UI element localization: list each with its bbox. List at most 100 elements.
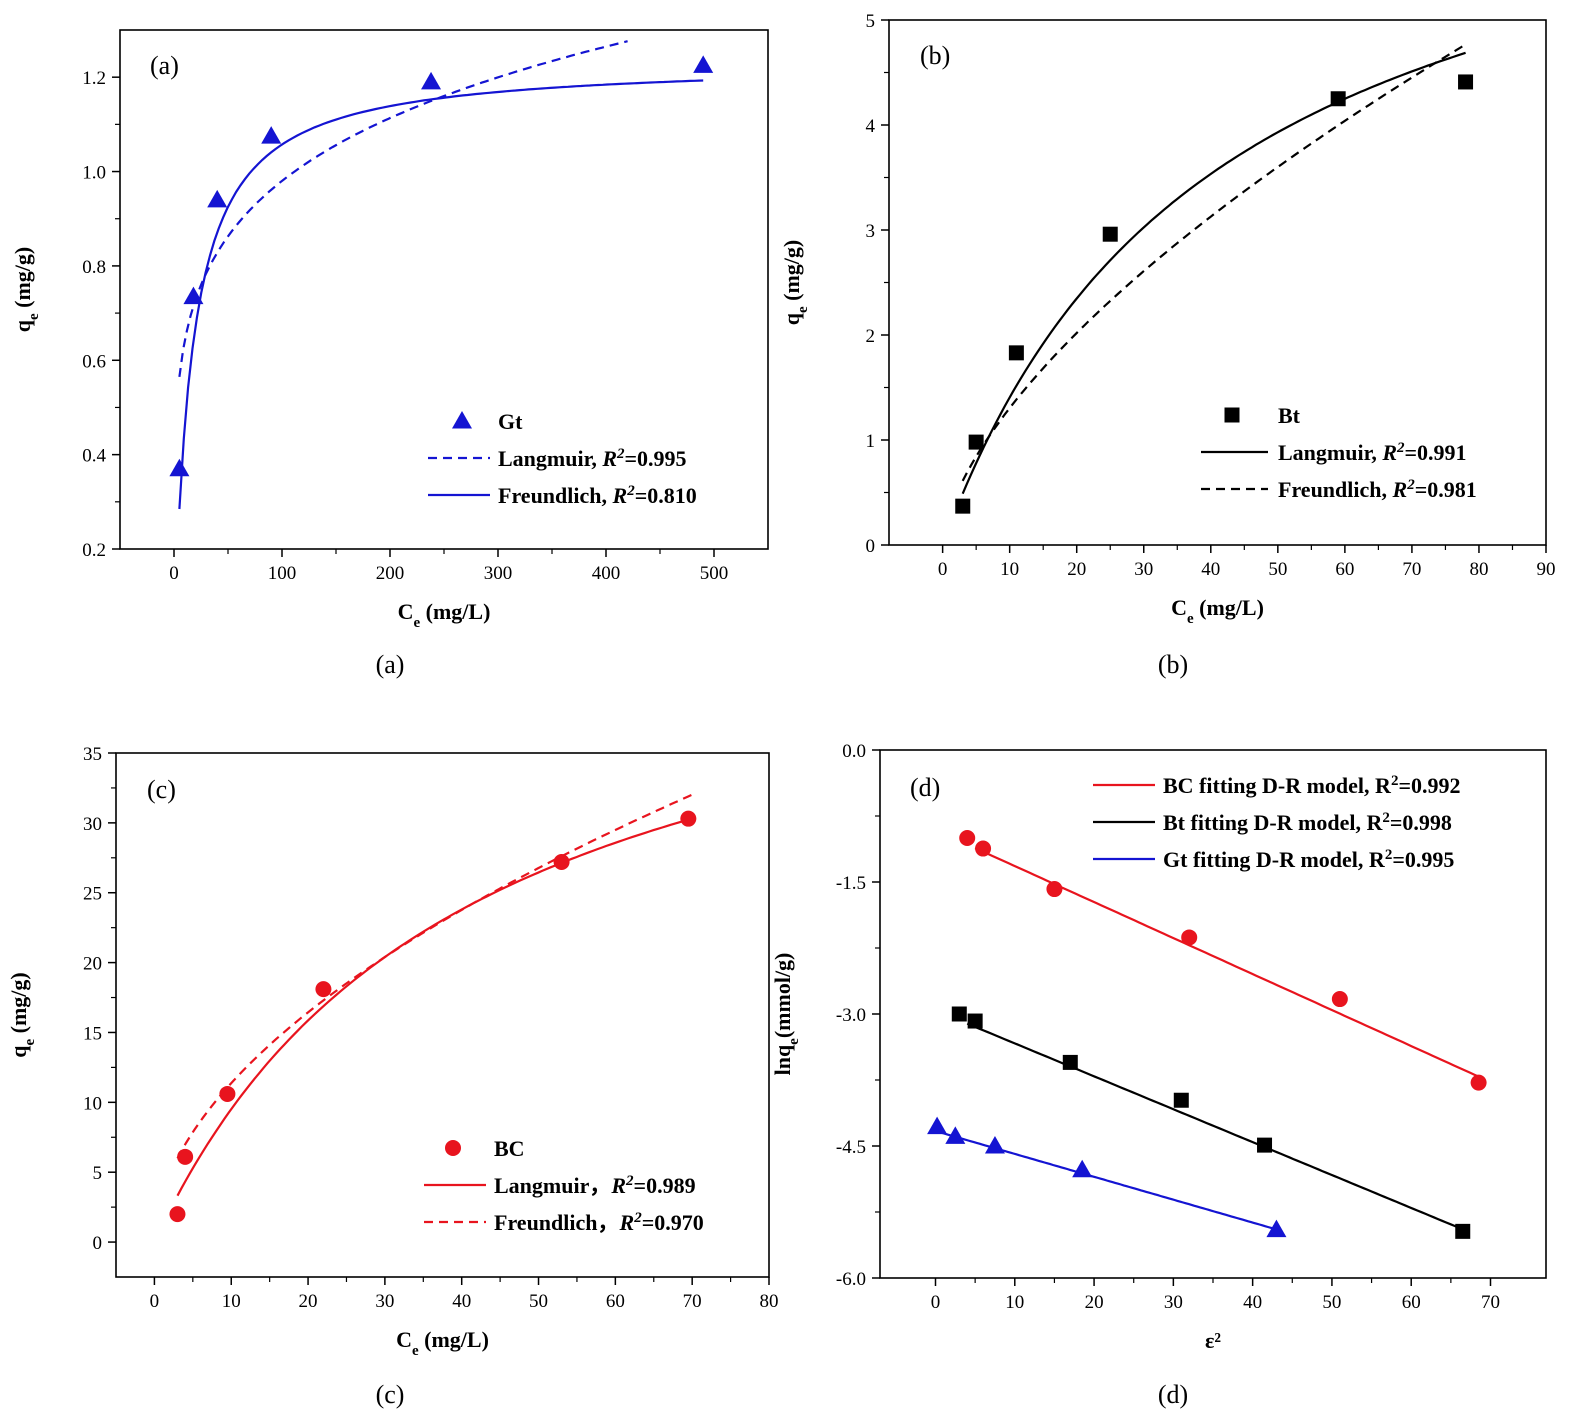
panel-caption: (a) <box>376 650 405 679</box>
axis-label-part: lnq <box>770 1044 795 1075</box>
x-tick-label: 0 <box>150 1291 160 1312</box>
legend-r-symbol: R <box>1381 440 1397 465</box>
legend-r-symbol: R <box>612 483 628 508</box>
chart-panel-a: 0 100 200 300 400 500 0.2 0.4 0.6 0.8 1.0 1.2 Ce (mg… <box>10 29 769 679</box>
chart-panel-c: 0 10 20 30 40 50 60 70 80 0 5 10 15 20 25 30 35 Ce (mg/L)… <box>6 744 779 1409</box>
legend-r-value: =0.970 <box>642 1210 704 1235</box>
legend-r-value: =0.810 <box>635 483 697 508</box>
plot-frame <box>888 19 1547 546</box>
x-tick-label: 40 <box>1201 559 1220 580</box>
fit-line-gt-fitting-d-r-model <box>936 1130 1277 1231</box>
data-point-gt <box>169 458 190 477</box>
legend-label: Bt <box>1278 403 1301 428</box>
legend-r-symbol: R <box>1392 477 1408 502</box>
x-axis-label: Ce (mg/L) <box>396 1327 489 1359</box>
data-point-bt <box>1330 91 1346 107</box>
x-tick-label: 20 <box>1085 1292 1104 1313</box>
legend-series-name: Langmuir, <box>498 446 602 471</box>
legend-label: Freundlich, R2=0.981 <box>1278 477 1477 502</box>
x-tick-label: 60 <box>606 1291 625 1312</box>
x-axis-label: Ce (mg/L) <box>1171 595 1264 627</box>
data-point-gt <box>945 1126 966 1144</box>
data-point-bc <box>177 1148 194 1165</box>
data-point-bc <box>975 840 992 857</box>
x-tick-label: 60 <box>1402 1292 1421 1313</box>
data-point-gt <box>1072 1159 1093 1178</box>
legend-label: BC <box>494 1136 525 1161</box>
y-tick-label: 10 <box>83 1093 102 1114</box>
legend-series-name: Freundlich， <box>494 1210 620 1235</box>
legend-r-symbol: R <box>1375 773 1392 798</box>
y-axis-label: lnqe(mmol/g) <box>770 953 802 1076</box>
y-tick-label: 20 <box>83 954 102 975</box>
legend-label: Gt <box>498 409 523 434</box>
axis-label-part: (mg/g) <box>10 247 35 314</box>
data-point-gt <box>984 1136 1005 1154</box>
data-point-bt <box>1102 226 1118 242</box>
data-point-bc <box>1470 1074 1487 1091</box>
legend-r-symbol: R <box>610 1173 626 1198</box>
legend-r-superscript: 2 <box>626 483 635 499</box>
fit-line-langmuir <box>961 51 1466 495</box>
legend-r-superscript: 2 <box>625 1173 634 1189</box>
data-point-gt <box>183 286 204 305</box>
x-tick-label: 200 <box>376 563 405 584</box>
data-point-bc <box>959 830 976 846</box>
legend-series-name: Gt fitting D-R model, <box>1163 847 1369 872</box>
legend-r-superscript: 2 <box>633 1210 642 1226</box>
x-tick-label: 500 <box>700 563 729 584</box>
data-point-bc <box>1181 929 1198 946</box>
y-tick-label: 25 <box>83 884 102 905</box>
fit-line-freundlich <box>178 79 704 510</box>
y-tick-label: 0 <box>866 536 876 557</box>
y-tick-label: 30 <box>83 814 102 835</box>
y-axis-label: qe (mg/g) <box>779 240 811 326</box>
x-tick-label: 10 <box>222 1291 241 1312</box>
data-point-bt <box>1458 74 1474 90</box>
x-tick-label: 40 <box>1243 1292 1262 1313</box>
legend-series-name: BC fitting D-R model, <box>1163 773 1375 798</box>
x-tick-label: 80 <box>1469 559 1488 580</box>
data-point-bt <box>1062 1054 1078 1070</box>
data-point-gt <box>261 126 282 144</box>
legend-label: BC fitting D-R model, R2=0.992 <box>1163 773 1460 798</box>
x-tick-label: 100 <box>268 563 297 584</box>
legend-series-name: Bt fitting D-R model, <box>1163 810 1366 835</box>
y-axis-label: qe (mg/g) <box>6 972 38 1058</box>
panel-caption: (c) <box>376 1380 405 1409</box>
y-tick-label: 5 <box>93 1163 103 1184</box>
data-point-bc <box>1331 991 1348 1008</box>
axis-label-part: q <box>6 1045 31 1058</box>
legend-label: Langmuir, R2=0.995 <box>498 446 687 471</box>
x-tick-label: 20 <box>1067 559 1086 580</box>
x-tick-label: 40 <box>452 1291 471 1312</box>
y-tick-label: 0.0 <box>842 741 866 762</box>
legend-series-name: Langmuir， <box>494 1173 611 1198</box>
x-tick-label: 90 <box>1537 559 1556 580</box>
legend-series-name: Freundlich, <box>1278 477 1393 502</box>
x-tick-label: 20 <box>299 1291 318 1312</box>
data-point-bc <box>315 981 332 998</box>
axis-label-subscript: e <box>786 1038 802 1045</box>
y-axis-label: qe (mg/g) <box>10 247 42 333</box>
legend-r-symbol: R <box>601 446 617 471</box>
panel-tag: (d) <box>910 773 940 802</box>
y-tick-label: -1.5 <box>836 873 866 894</box>
data-point-bt <box>951 1006 967 1022</box>
legend-r-value: =0.995 <box>625 446 687 471</box>
axis-label-subscript: e <box>1187 611 1194 627</box>
axis-label-subscript: e <box>26 313 42 320</box>
legend-r-symbol: R <box>619 1210 635 1235</box>
axis-label-part: C <box>1171 595 1187 620</box>
data-point-bt <box>968 434 984 450</box>
y-tick-label: 4 <box>866 116 876 137</box>
axis-label-subscript: e <box>22 1039 38 1046</box>
y-tick-label: 5 <box>866 11 876 32</box>
y-tick-label: -4.5 <box>836 1137 866 1158</box>
x-tick-label: 0 <box>931 1292 941 1313</box>
data-point-bt <box>1455 1223 1471 1239</box>
y-tick-label: 0.8 <box>82 257 106 278</box>
legend-series-name: Langmuir, <box>1278 440 1382 465</box>
axis-label-part: (mg/g) <box>6 972 31 1039</box>
